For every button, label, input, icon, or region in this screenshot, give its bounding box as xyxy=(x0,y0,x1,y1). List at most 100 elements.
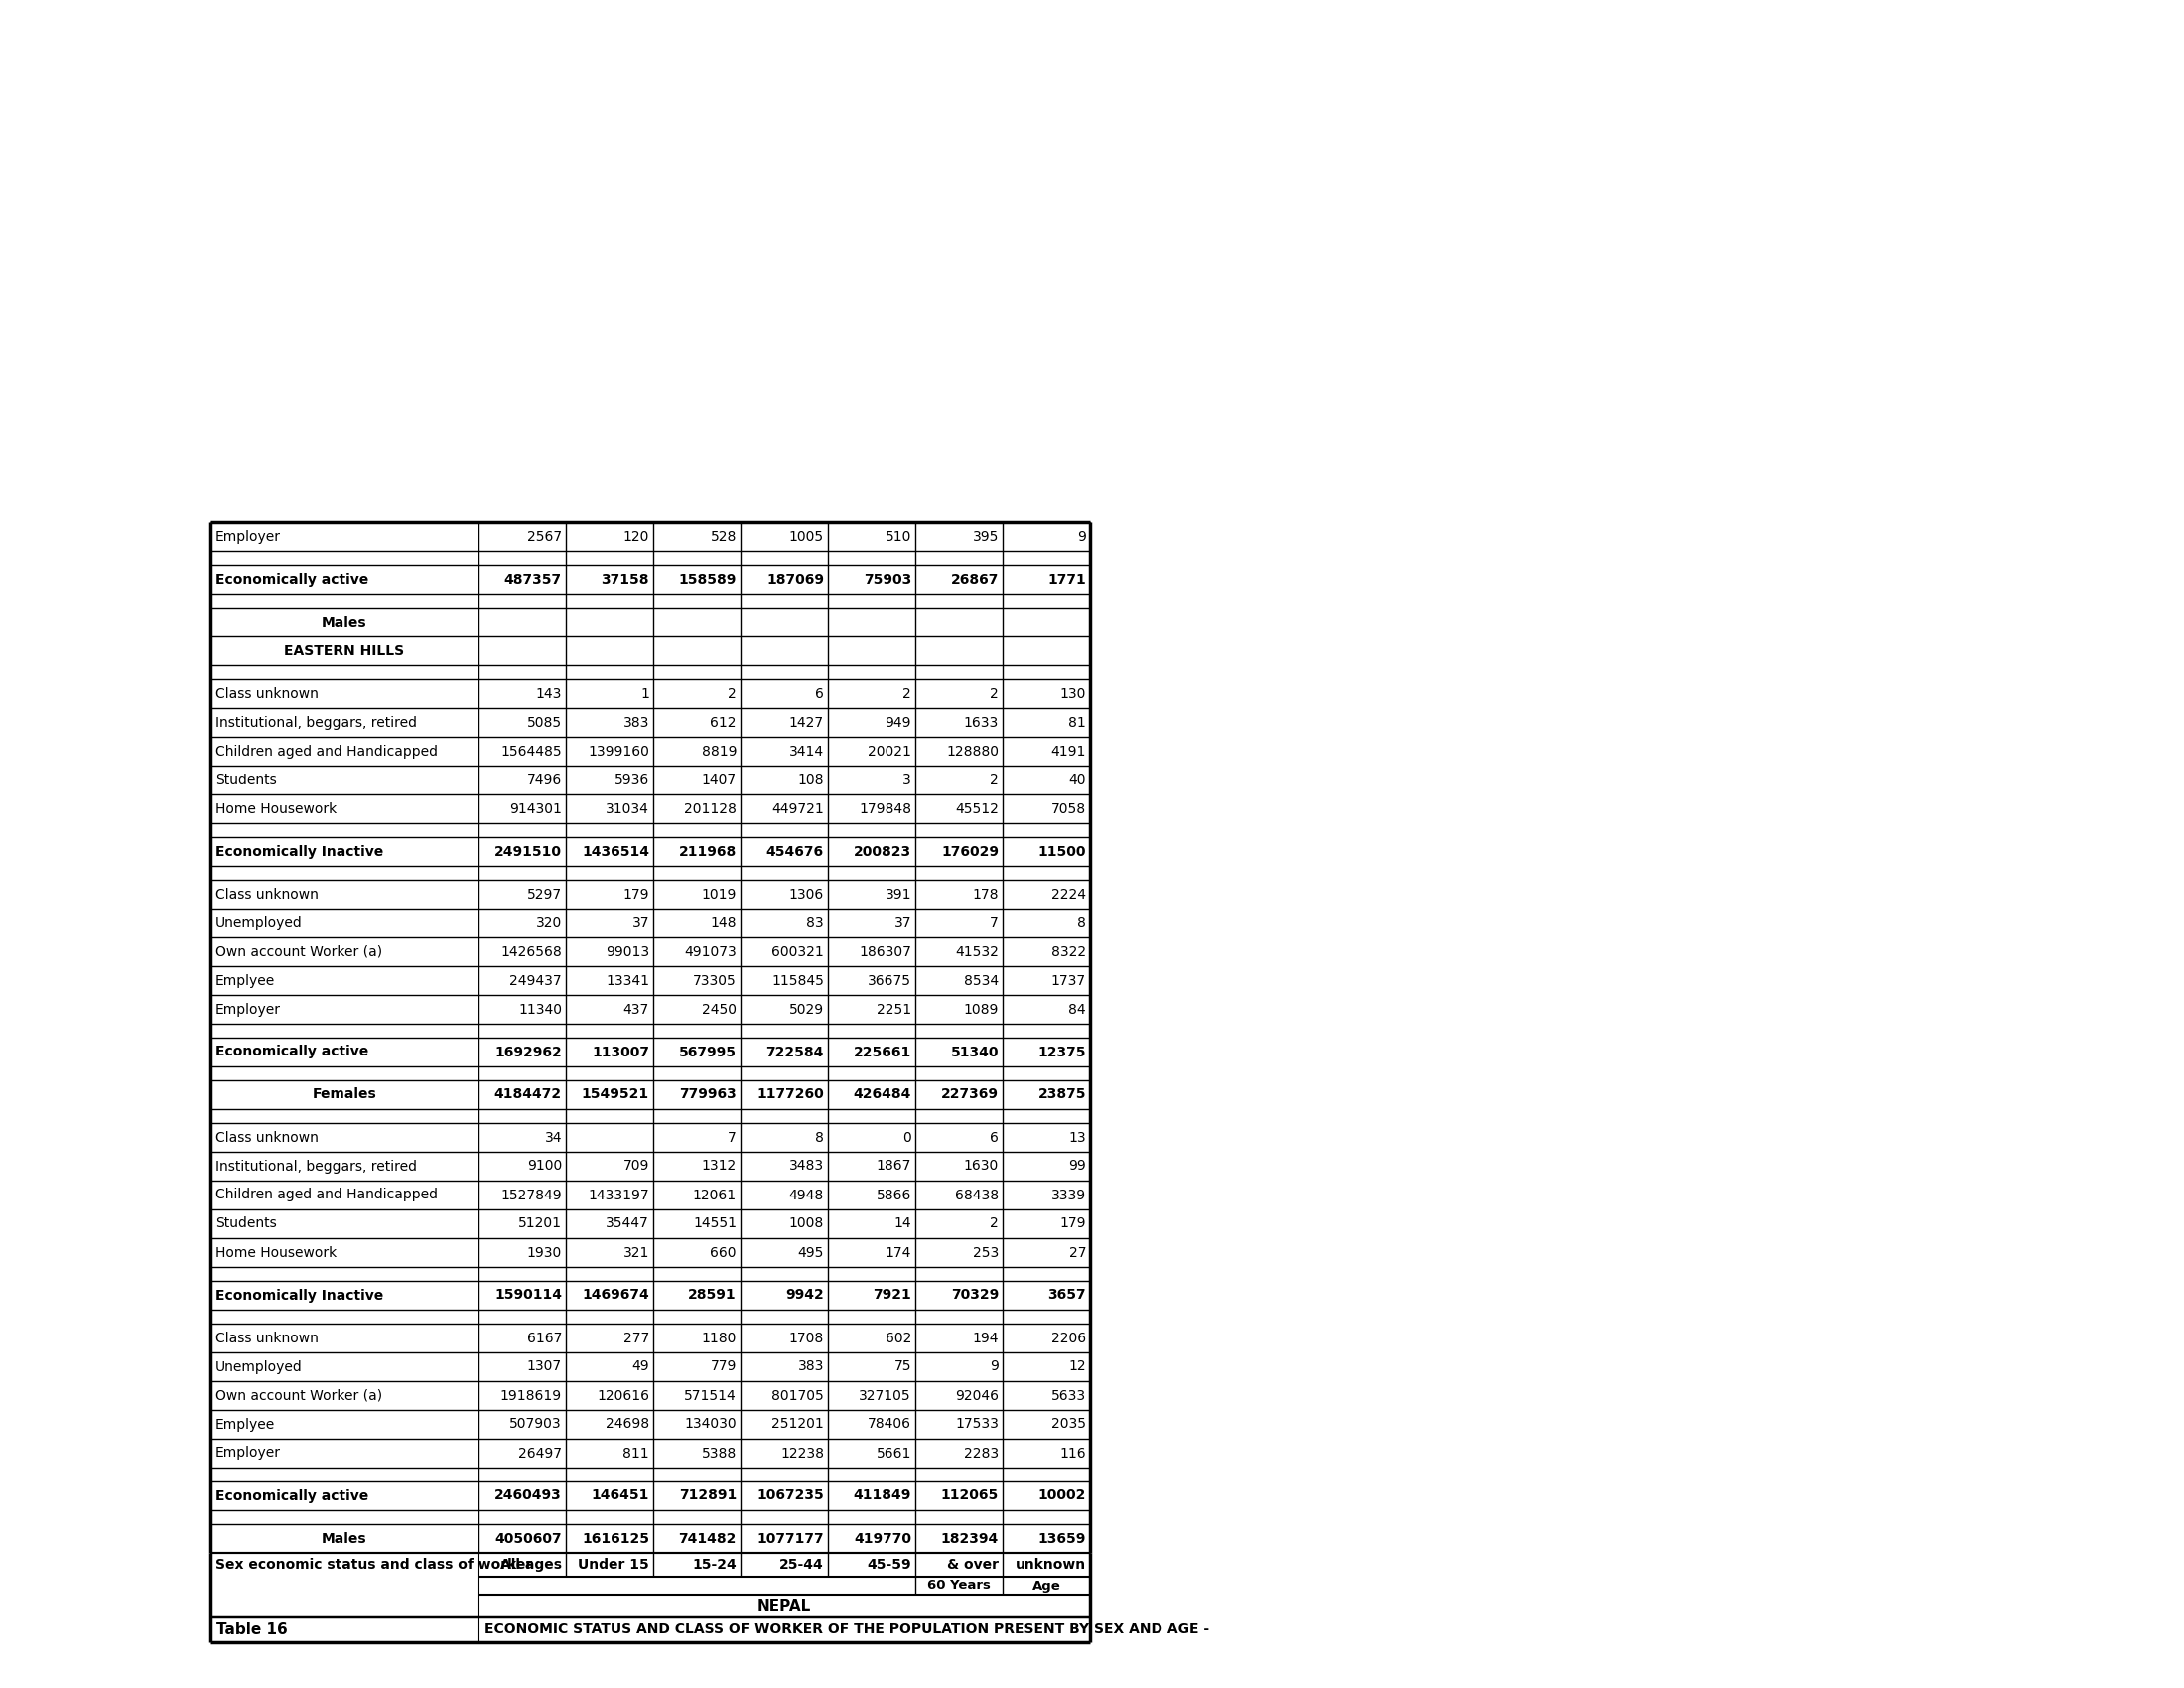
Text: 1433197: 1433197 xyxy=(587,1188,649,1202)
Text: 5633: 5633 xyxy=(1051,1389,1085,1403)
Text: Children aged and Handicapped: Children aged and Handicapped xyxy=(216,744,437,758)
Text: 37158: 37158 xyxy=(601,572,649,586)
Text: Class unknown: Class unknown xyxy=(216,687,319,701)
Text: 9100: 9100 xyxy=(526,1160,561,1173)
Text: 1005: 1005 xyxy=(788,530,823,544)
Text: 8322: 8322 xyxy=(1051,945,1085,959)
Text: 1067235: 1067235 xyxy=(756,1489,823,1502)
Text: 3339: 3339 xyxy=(1051,1188,1085,1202)
Text: 811: 811 xyxy=(622,1447,649,1460)
Text: 92046: 92046 xyxy=(954,1389,998,1403)
Text: 83: 83 xyxy=(806,917,823,930)
Text: 13341: 13341 xyxy=(605,974,649,987)
Text: 9: 9 xyxy=(1077,530,1085,544)
Text: 2450: 2450 xyxy=(701,1003,736,1016)
Text: 1527849: 1527849 xyxy=(500,1188,561,1202)
Text: 602: 602 xyxy=(885,1332,911,1345)
Text: 45-59: 45-59 xyxy=(867,1558,911,1572)
Text: 1: 1 xyxy=(640,687,649,701)
Text: 1019: 1019 xyxy=(701,888,736,901)
Text: 1177260: 1177260 xyxy=(756,1087,823,1102)
Text: Economically active: Economically active xyxy=(216,1045,369,1058)
Text: 37: 37 xyxy=(893,917,911,930)
Text: 108: 108 xyxy=(797,773,823,787)
Text: 45512: 45512 xyxy=(954,802,998,815)
Text: 3657: 3657 xyxy=(1048,1288,1085,1301)
Text: 179: 179 xyxy=(1059,1217,1085,1231)
Text: 186307: 186307 xyxy=(858,945,911,959)
Text: 35447: 35447 xyxy=(605,1217,649,1231)
Text: 709: 709 xyxy=(622,1160,649,1173)
Text: 31034: 31034 xyxy=(605,802,649,815)
Text: 1426568: 1426568 xyxy=(500,945,561,959)
Text: Females: Females xyxy=(312,1087,376,1102)
Text: 8534: 8534 xyxy=(963,974,998,987)
Text: 383: 383 xyxy=(622,716,649,729)
Text: 612: 612 xyxy=(710,716,736,729)
Text: 600321: 600321 xyxy=(771,945,823,959)
Text: 3: 3 xyxy=(902,773,911,787)
Text: 5297: 5297 xyxy=(526,888,561,901)
Text: 20021: 20021 xyxy=(867,744,911,758)
Text: Economically Inactive: Economically Inactive xyxy=(216,1288,384,1301)
Text: Institutional, beggars, retired: Institutional, beggars, retired xyxy=(216,1160,417,1173)
Text: 1469674: 1469674 xyxy=(581,1288,649,1301)
Text: 28591: 28591 xyxy=(688,1288,736,1301)
Text: 1077177: 1077177 xyxy=(758,1531,823,1546)
Text: 4184472: 4184472 xyxy=(494,1087,561,1102)
Text: 419770: 419770 xyxy=(854,1531,911,1546)
Text: 99013: 99013 xyxy=(605,945,649,959)
Text: Males: Males xyxy=(321,614,367,630)
Text: 1930: 1930 xyxy=(526,1246,561,1259)
Text: Emplyee: Emplyee xyxy=(216,1418,275,1431)
Text: 1180: 1180 xyxy=(701,1332,736,1345)
Text: 7496: 7496 xyxy=(526,773,561,787)
Text: 712891: 712891 xyxy=(679,1489,736,1502)
Text: Economically Inactive: Economically Inactive xyxy=(216,844,384,859)
Text: 8819: 8819 xyxy=(701,744,736,758)
Text: 112065: 112065 xyxy=(941,1489,998,1502)
Text: 182394: 182394 xyxy=(941,1531,998,1546)
Text: Males: Males xyxy=(321,1531,367,1546)
Text: 2251: 2251 xyxy=(876,1003,911,1016)
Text: 660: 660 xyxy=(710,1246,736,1259)
Text: 23875: 23875 xyxy=(1037,1087,1085,1102)
Text: 14: 14 xyxy=(893,1217,911,1231)
Text: 2: 2 xyxy=(989,687,998,701)
Text: 426484: 426484 xyxy=(854,1087,911,1102)
Text: 6: 6 xyxy=(989,1131,998,1144)
Text: 1708: 1708 xyxy=(788,1332,823,1345)
Text: 391: 391 xyxy=(885,888,911,901)
Text: 120616: 120616 xyxy=(596,1389,649,1403)
Text: 9: 9 xyxy=(989,1361,998,1374)
Text: 2: 2 xyxy=(989,773,998,787)
Text: 187069: 187069 xyxy=(767,572,823,586)
Text: 327105: 327105 xyxy=(858,1389,911,1403)
Text: ECONOMIC STATUS AND CLASS OF WORKER OF THE POPULATION PRESENT BY SEX AND AGE -: ECONOMIC STATUS AND CLASS OF WORKER OF T… xyxy=(485,1622,1210,1636)
Text: 12238: 12238 xyxy=(780,1447,823,1460)
Text: 253: 253 xyxy=(972,1246,998,1259)
Text: 1630: 1630 xyxy=(963,1160,998,1173)
Text: 176029: 176029 xyxy=(941,844,998,859)
Text: 249437: 249437 xyxy=(509,974,561,987)
Text: 2206: 2206 xyxy=(1051,1332,1085,1345)
Text: EASTERN HILLS: EASTERN HILLS xyxy=(284,643,404,658)
Text: 49: 49 xyxy=(631,1361,649,1374)
Text: 277: 277 xyxy=(622,1332,649,1345)
Text: 3414: 3414 xyxy=(788,744,823,758)
Text: 914301: 914301 xyxy=(509,802,561,815)
Text: 8: 8 xyxy=(815,1131,823,1144)
Text: 321: 321 xyxy=(622,1246,649,1259)
Text: 2: 2 xyxy=(727,687,736,701)
Text: Own account Worker (a): Own account Worker (a) xyxy=(216,945,382,959)
Text: 194: 194 xyxy=(972,1332,998,1345)
Text: 567995: 567995 xyxy=(679,1045,736,1058)
Text: 1436514: 1436514 xyxy=(581,844,649,859)
Text: Unemployed: Unemployed xyxy=(216,917,304,930)
Text: Sex economic status and class of worker: Sex economic status and class of worker xyxy=(216,1558,533,1572)
Text: 1089: 1089 xyxy=(963,1003,998,1016)
Text: 495: 495 xyxy=(797,1246,823,1259)
Text: 5029: 5029 xyxy=(788,1003,823,1016)
Text: 116: 116 xyxy=(1059,1447,1085,1460)
Text: 5936: 5936 xyxy=(614,773,649,787)
